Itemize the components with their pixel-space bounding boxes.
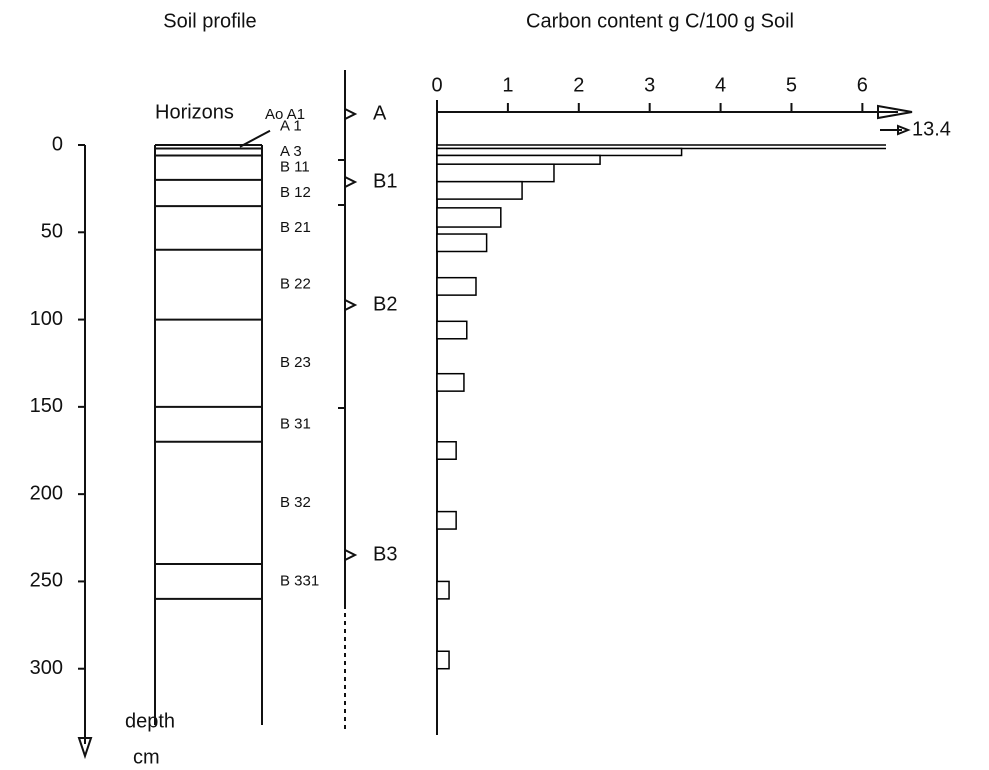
horizon-label: A 1 (280, 118, 302, 135)
bar (436, 276, 477, 296)
leader-line (239, 129, 271, 148)
horizon-label: B 22 (280, 276, 311, 293)
y-tick-label: 200 (30, 482, 63, 504)
bar (436, 441, 457, 460)
x-tick-label: 2 (573, 74, 584, 96)
bars (436, 144, 886, 670)
bar (436, 233, 488, 253)
y-label: depth (125, 710, 175, 732)
x-tick-label: 3 (644, 74, 655, 96)
y-tick-label: 50 (41, 221, 63, 243)
x-tick-label: 0 (431, 74, 442, 96)
bar (436, 510, 457, 530)
bar (436, 372, 465, 392)
x-tick-label: 6 (857, 74, 868, 96)
main-horizon-label: B2 (373, 293, 397, 315)
x-tick-label: 5 (786, 74, 797, 96)
y-tick-label: 300 (30, 657, 63, 679)
horizon-label: B 32 (280, 494, 311, 511)
bar (436, 163, 555, 183)
horizon-label: B 331 (280, 572, 319, 589)
horizon-label: B 21 (280, 219, 311, 236)
bar (436, 147, 683, 157)
bar (436, 144, 886, 150)
y-tick-label: 150 (30, 395, 63, 417)
bar (436, 154, 601, 165)
off-scale-arrowhead (897, 124, 911, 136)
bar (436, 650, 450, 670)
y-tick-label: 100 (30, 308, 63, 330)
y-unit: cm (133, 746, 160, 768)
horizon-marker (344, 298, 358, 312)
horizon-label: B 11 (280, 159, 310, 176)
horizon-label: B 31 (280, 415, 311, 432)
y-tick-label: 0 (52, 133, 63, 155)
x-axis-arrow (877, 104, 913, 120)
bar (436, 180, 523, 200)
profile-title: Soil profile (163, 10, 256, 32)
horizon-marker (344, 175, 358, 189)
x-tick-label: 1 (502, 74, 513, 96)
organic-label: Ao A1 (265, 106, 305, 123)
main-horizon-label: B1 (373, 170, 397, 192)
y-tick-label: 250 (30, 570, 63, 592)
main-horizon-label: A (373, 102, 387, 124)
horizon-label: A 3 (280, 143, 302, 160)
bar (436, 320, 468, 340)
chart-title: Carbon content g C/100 g Soil (526, 10, 794, 32)
horizon-marker (344, 548, 358, 562)
x-tick-label: 4 (715, 74, 726, 96)
bar (436, 580, 450, 600)
value-label: 13.4 (912, 118, 951, 140)
horizon-label: B 12 (280, 184, 311, 201)
main-horizon-label: B3 (373, 543, 397, 565)
y-axis-arrow (77, 737, 93, 760)
horizon-marker (344, 107, 358, 121)
horizons-label: Horizons (155, 101, 234, 123)
horizon-label: B 23 (280, 354, 311, 371)
bar (436, 207, 502, 228)
